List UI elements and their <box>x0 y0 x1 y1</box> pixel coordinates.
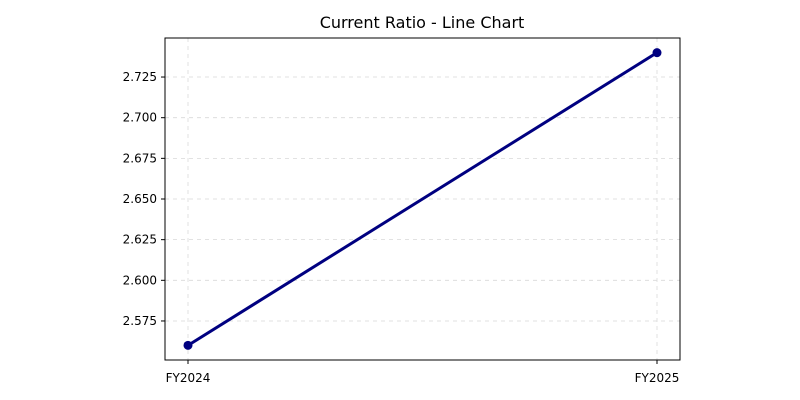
y-tick-label: 2.650 <box>123 192 157 206</box>
plot-frame <box>164 37 681 361</box>
x-tick-label: FY2024 <box>166 371 211 385</box>
y-tick-label: 2.700 <box>123 111 157 125</box>
y-tick-label: 2.600 <box>123 273 157 287</box>
y-tick-label: 2.625 <box>123 233 157 247</box>
chart-title: Current Ratio - Line Chart <box>320 13 525 32</box>
axis-layer: 2.575 2.600 2.625 2.650 2.675 2.700 2.725 FY202… <box>123 37 681 385</box>
data-point <box>652 48 662 58</box>
data-point <box>183 340 193 350</box>
y-tick-label: 2.675 <box>123 151 157 165</box>
y-tick-label: 2.725 <box>123 70 157 84</box>
series-line <box>187 51 658 347</box>
y-tick-label: 2.575 <box>123 314 157 328</box>
data-layer <box>183 48 662 350</box>
x-tick-label: FY2025 <box>635 371 680 385</box>
